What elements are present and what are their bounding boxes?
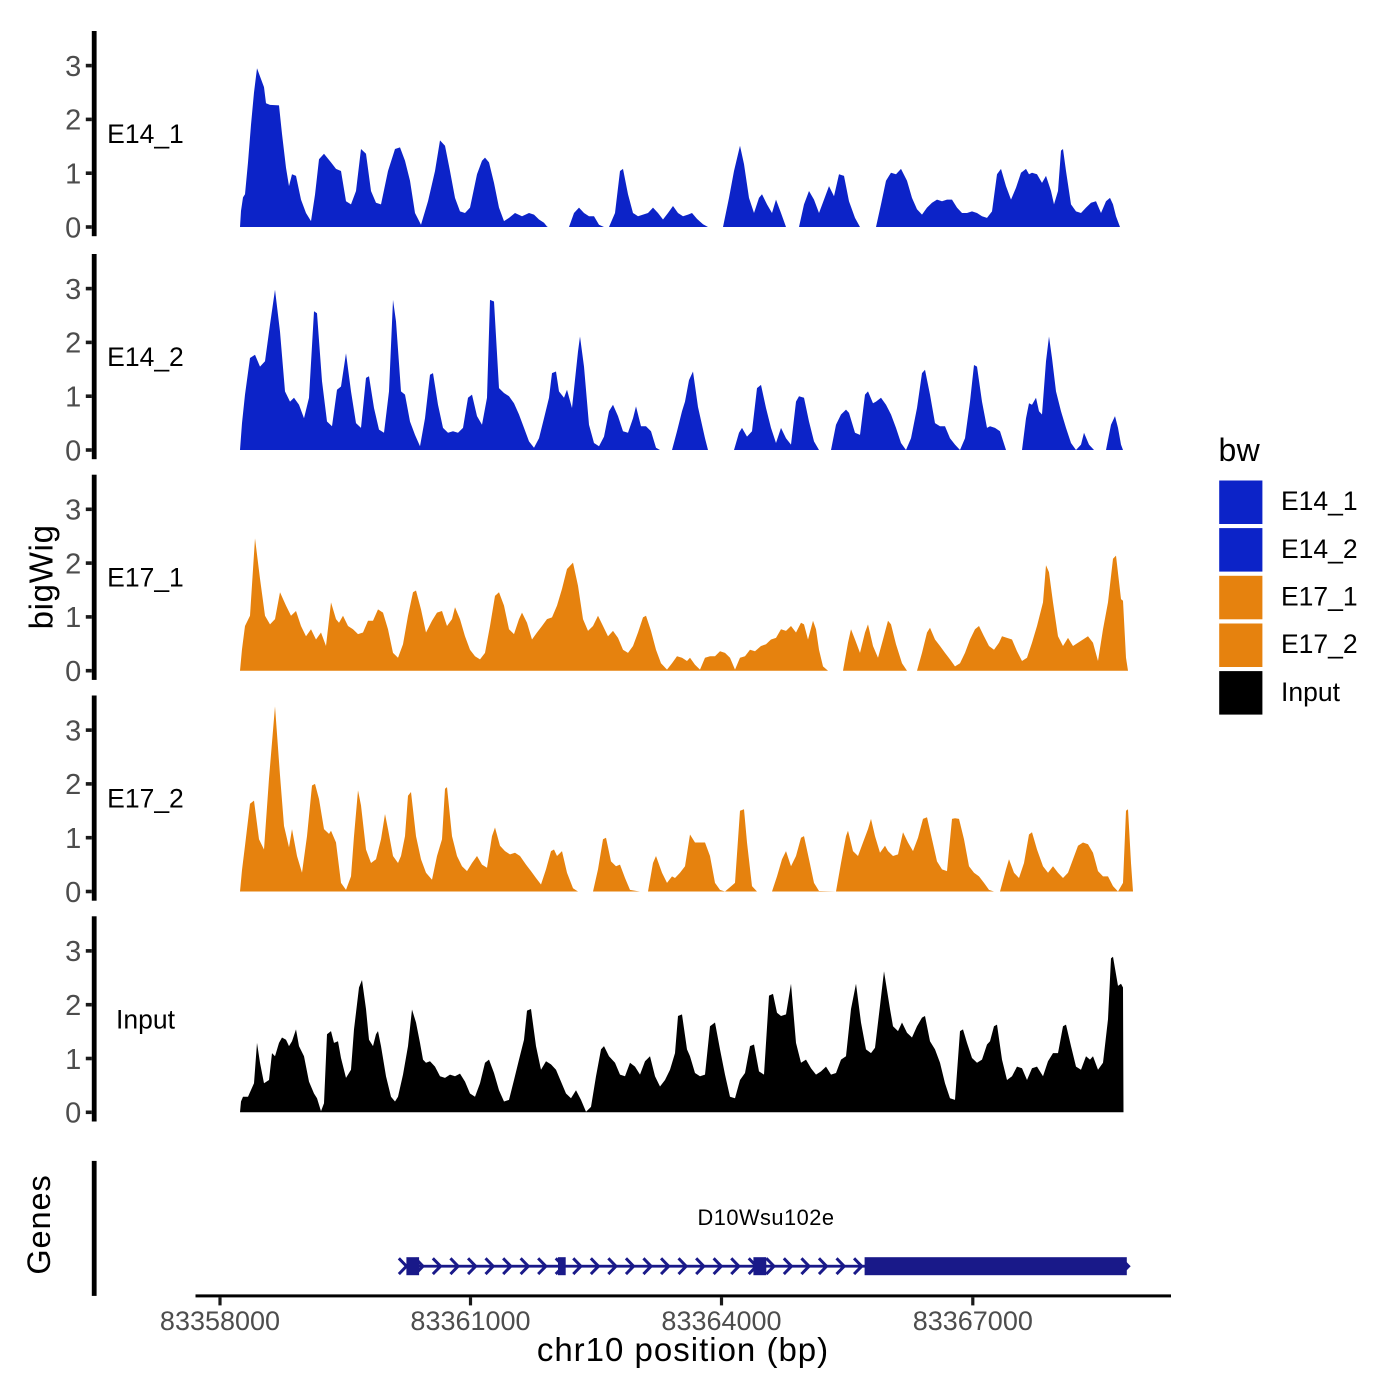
svg-text:E17_1: E17_1 xyxy=(107,563,184,593)
svg-text:D10Wsu102e: D10Wsu102e xyxy=(697,1205,834,1230)
svg-text:bigWig: bigWig xyxy=(23,524,60,629)
svg-text:3: 3 xyxy=(65,936,81,968)
svg-text:1: 1 xyxy=(65,823,81,855)
svg-text:E17_1: E17_1 xyxy=(1281,582,1358,612)
svg-text:3: 3 xyxy=(65,274,81,306)
svg-text:2: 2 xyxy=(65,105,81,137)
svg-text:83367000: 83367000 xyxy=(913,1306,1033,1336)
svg-text:83358000: 83358000 xyxy=(160,1306,280,1336)
svg-text:E17_2: E17_2 xyxy=(107,784,184,814)
svg-text:E14_1: E14_1 xyxy=(1281,486,1358,516)
svg-text:bw: bw xyxy=(1219,432,1261,468)
svg-text:83364000: 83364000 xyxy=(661,1306,781,1336)
svg-text:Genes: Genes xyxy=(21,1174,57,1274)
svg-text:0: 0 xyxy=(65,656,81,688)
svg-text:E14_1: E14_1 xyxy=(107,119,184,149)
svg-text:2: 2 xyxy=(65,548,81,580)
svg-text:1: 1 xyxy=(65,159,81,191)
svg-text:83361000: 83361000 xyxy=(410,1306,530,1336)
svg-text:3: 3 xyxy=(65,715,81,747)
svg-text:2: 2 xyxy=(65,328,81,360)
svg-text:1: 1 xyxy=(65,1044,81,1076)
svg-text:3: 3 xyxy=(65,495,81,527)
svg-text:E14_2: E14_2 xyxy=(107,342,184,372)
svg-text:Input: Input xyxy=(116,1004,176,1034)
svg-text:E14_2: E14_2 xyxy=(1281,534,1358,564)
svg-text:Input: Input xyxy=(1281,677,1341,707)
svg-text:1: 1 xyxy=(65,382,81,414)
svg-text:2: 2 xyxy=(65,990,81,1022)
svg-text:3: 3 xyxy=(65,51,81,83)
svg-text:chr10 position (bp): chr10 position (bp) xyxy=(537,1331,829,1368)
svg-text:0: 0 xyxy=(65,1098,81,1130)
svg-text:1: 1 xyxy=(65,602,81,634)
svg-text:2: 2 xyxy=(65,769,81,801)
svg-text:0: 0 xyxy=(65,877,81,909)
svg-text:0: 0 xyxy=(65,435,81,467)
svg-text:0: 0 xyxy=(65,212,81,244)
svg-text:E17_2: E17_2 xyxy=(1281,629,1358,659)
